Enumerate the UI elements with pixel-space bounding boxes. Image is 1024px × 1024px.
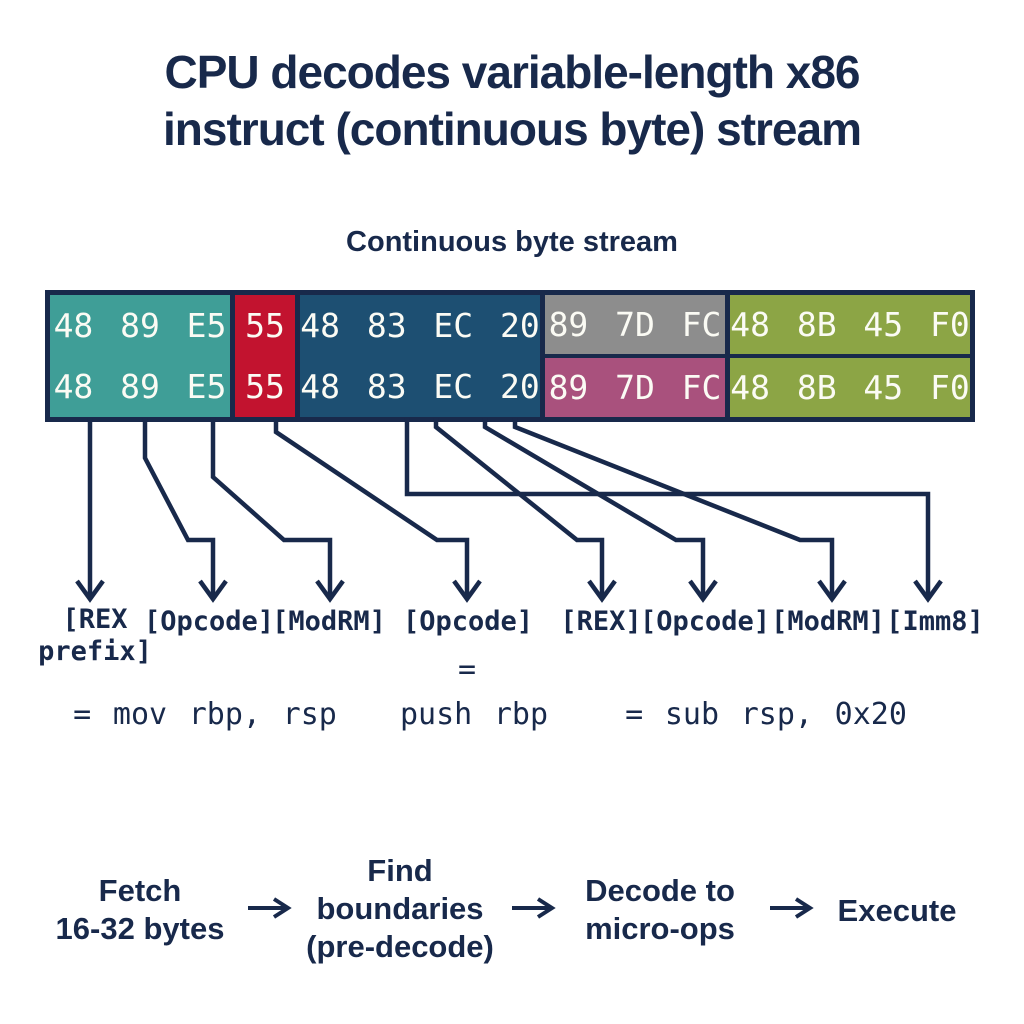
arrowhead bbox=[75, 579, 105, 603]
page-title-line1: CPU decodes variable-length x86 bbox=[164, 46, 860, 98]
byte-cell: 48 83 EC 20 bbox=[300, 295, 540, 356]
field-label-opcode-1: [Opcode] bbox=[143, 606, 275, 637]
stage-line: Fetch bbox=[98, 873, 182, 908]
arrow-line bbox=[273, 418, 470, 598]
arrow-line bbox=[512, 418, 835, 598]
byte-segment-push: 55 55 bbox=[230, 295, 295, 417]
stage-line: micro-ops bbox=[585, 911, 735, 946]
arrow-line bbox=[210, 418, 333, 598]
byte-cell: 48 8B 45 F0 bbox=[730, 295, 970, 354]
field-label-rex-prefix: [REX prefix] bbox=[38, 604, 152, 668]
byte-cell: 89 7D FC bbox=[545, 295, 725, 354]
instruction-mov: = mov rbp, rsp bbox=[73, 697, 337, 732]
byte-cell: 89 7D FC bbox=[545, 354, 725, 417]
stage-line: Decode to bbox=[585, 873, 735, 908]
byte-cell: 48 89 E5 bbox=[50, 356, 230, 417]
field-label-imm8: [Imm8] bbox=[886, 606, 984, 637]
field-label-rex-2: [REX] bbox=[560, 606, 642, 637]
field-label-modrm-2: [ModRM] bbox=[771, 606, 885, 637]
arrow-line bbox=[433, 418, 605, 598]
pipeline-stage-find-boundaries: Find boundaries (pre-decode) bbox=[306, 852, 494, 966]
arrowhead bbox=[315, 579, 345, 603]
decode-arrows bbox=[75, 418, 943, 603]
arrow-line bbox=[142, 418, 216, 598]
equals-sign: = bbox=[457, 652, 477, 687]
byte-segment-mov-load: 48 8B 45 F0 48 8B 45 F0 bbox=[725, 295, 970, 417]
flow-arrow-icon bbox=[248, 897, 292, 919]
stage-line: (pre-decode) bbox=[306, 929, 494, 964]
arrow-line bbox=[404, 418, 931, 598]
flow-arrow-icon bbox=[770, 897, 814, 919]
byte-stream-box: 48 89 E5 48 89 E5 55 55 48 83 EC 20 48 8… bbox=[45, 290, 975, 422]
arrowhead bbox=[817, 579, 847, 603]
byte-segment-mov-mem: 89 7D FC 89 7D FC bbox=[540, 295, 725, 417]
stage-line: 16-32 bytes bbox=[55, 911, 225, 946]
field-label-opcode-2: [Opcode] bbox=[402, 606, 534, 637]
byte-segment-sub: 48 83 EC 20 48 83 EC 20 bbox=[295, 295, 540, 417]
field-label-line: [REX bbox=[62, 604, 128, 635]
byte-segment-rex-mov: 48 89 E5 48 89 E5 bbox=[50, 295, 230, 417]
byte-cell: 55 bbox=[235, 295, 295, 356]
byte-cell: 48 83 EC 20 bbox=[300, 356, 540, 417]
pipeline-stage-execute: Execute bbox=[838, 892, 957, 930]
pipeline-stage-fetch: Fetch 16-32 bytes bbox=[56, 872, 225, 948]
arrow-line bbox=[482, 418, 706, 598]
field-label-opcode-3: [Opcode] bbox=[639, 606, 771, 637]
instruction-push: push rbp bbox=[399, 697, 549, 732]
byte-cell: 48 8B 45 F0 bbox=[730, 354, 970, 417]
byte-cell: 48 89 E5 bbox=[50, 295, 230, 356]
arrowhead bbox=[452, 579, 482, 603]
instruction-sub: = sub rsp, 0x20 bbox=[625, 697, 907, 732]
stage-line: Find bbox=[367, 853, 433, 888]
byte-stream-caption: Continuous byte stream bbox=[346, 226, 678, 258]
field-label-line: prefix] bbox=[38, 636, 152, 667]
page-title: CPU decodes variable-length x86 instruct… bbox=[0, 44, 1024, 158]
arrowhead bbox=[688, 579, 718, 603]
flow-arrow-icon bbox=[512, 897, 556, 919]
field-label-modrm-1: [ModRM] bbox=[272, 606, 386, 637]
arrowhead bbox=[198, 579, 228, 603]
arrowhead bbox=[913, 579, 943, 603]
page-title-line2: instruct (continuous byte) stream bbox=[163, 103, 862, 155]
stage-line: boundaries bbox=[316, 891, 484, 926]
byte-cell: 55 bbox=[235, 356, 295, 417]
pipeline-stage-decode: Decode to micro-ops bbox=[585, 872, 735, 948]
arrowhead bbox=[587, 579, 617, 603]
stage-line: Execute bbox=[837, 893, 957, 928]
